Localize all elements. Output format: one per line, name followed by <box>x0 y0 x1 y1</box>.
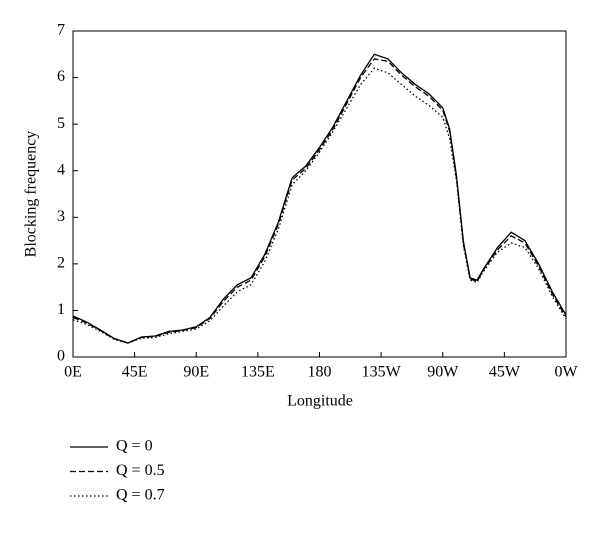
y-tick-label: 7 <box>57 22 65 39</box>
y-tick-label: 6 <box>57 68 65 85</box>
x-tick-label: 90E <box>183 364 209 381</box>
x-tick-label: 90W <box>427 364 459 381</box>
series-line <box>72 58 567 344</box>
plot-frame <box>72 30 567 358</box>
series-line <box>72 67 567 344</box>
x-tick-label: 135W <box>362 364 402 381</box>
legend-label: Q = 0.7 <box>116 487 165 504</box>
y-axis-label: Blocking frequency <box>23 131 40 258</box>
y-tick-label: 2 <box>57 255 65 272</box>
y-tick-label: 5 <box>57 115 65 132</box>
legend-label: Q = 0.5 <box>116 462 165 479</box>
legend-label: Q = 0 <box>116 438 153 455</box>
x-tick-label: 45E <box>122 364 148 381</box>
x-tick-label: 180 <box>308 364 332 381</box>
y-tick-label: 0 <box>57 348 65 365</box>
x-tick-label: 135E <box>241 364 275 381</box>
y-tick-label: 4 <box>57 161 65 178</box>
x-tick-label: 45W <box>489 364 521 381</box>
series-line <box>72 53 567 344</box>
y-tick-label: 1 <box>57 301 65 318</box>
y-tick-label: 3 <box>57 208 65 225</box>
x-axis-label: Longitude <box>287 393 353 410</box>
x-tick-label: 0E <box>64 364 82 381</box>
x-tick-label: 0W <box>554 364 578 381</box>
